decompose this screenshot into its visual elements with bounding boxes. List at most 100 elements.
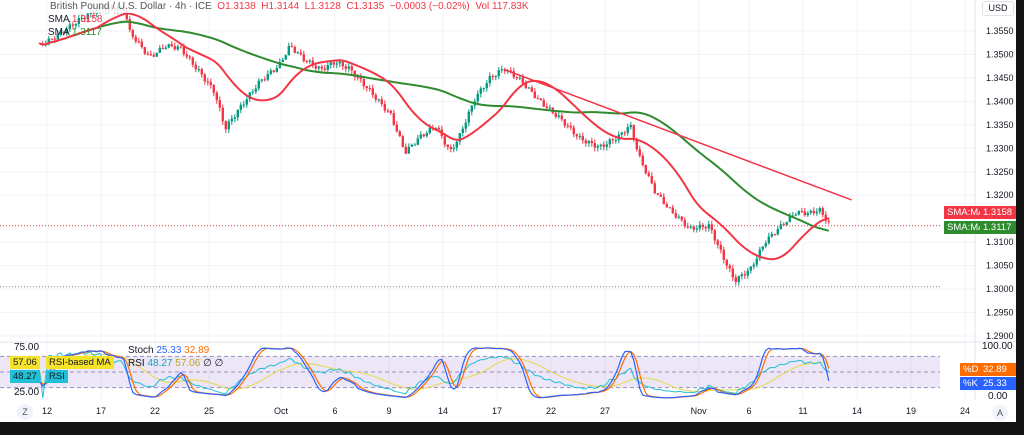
candle-body [572, 127, 575, 135]
candle-body [386, 110, 389, 112]
sma-slow-legend[interactable]: SMA 1.3117 [48, 27, 102, 39]
candle-body [650, 176, 653, 184]
candle-body [359, 76, 362, 80]
candle-body [512, 71, 515, 78]
candle-body [566, 125, 569, 127]
candle-body [683, 220, 686, 227]
candle-body [752, 264, 755, 267]
candle-body [356, 76, 359, 78]
rsi-legend[interactable]: RSI 48.27 57.06 ∅ ∅ [128, 358, 223, 370]
candle-body [488, 76, 491, 84]
right-tick-0: 0.00 [988, 391, 1008, 402]
candle-body [539, 98, 542, 101]
stoch-label: Stoch [128, 345, 154, 356]
candle-body [821, 208, 824, 215]
candle-body [569, 125, 572, 128]
candle-body [725, 259, 728, 266]
currency-label[interactable]: USD [982, 1, 1014, 16]
candle-body [770, 234, 773, 237]
candle-body [497, 70, 500, 77]
time-tick-label: 14 [438, 406, 448, 416]
zoom-reset-button[interactable]: Z [17, 404, 33, 420]
candle-body [467, 111, 470, 123]
high-value: H1.3144 [261, 1, 300, 12]
candle-body [743, 274, 746, 276]
candle-body [635, 139, 638, 150]
candle-body [320, 66, 323, 69]
candle-body [83, 18, 86, 20]
price-chart[interactable]: 1.3550 1.3500 1.3450 1.3400 1.3350 1.3300 1.32… [0, 0, 1016, 422]
candle-body [227, 121, 230, 130]
candle-body [299, 52, 302, 55]
candle-body [668, 207, 671, 209]
sma-fast-label: SMA [48, 14, 70, 25]
candle-body [233, 117, 236, 119]
rsi-badge-label: RSI [46, 370, 68, 383]
candle-body [398, 131, 401, 137]
candle-body [56, 34, 59, 40]
candle-body [656, 193, 659, 195]
candle-body [602, 144, 605, 147]
candle-body [815, 211, 818, 214]
candle-body [665, 204, 668, 208]
candle-body [788, 215, 791, 223]
candle-body [263, 79, 266, 81]
candle-body [152, 55, 155, 57]
stoch-k-badge-label: %K [960, 377, 981, 390]
sma-fast-value: 1.3158 [71, 14, 103, 25]
candle-body [269, 70, 272, 74]
candle-body [212, 85, 215, 93]
candle-body [401, 136, 404, 147]
candle-body [434, 127, 437, 129]
candle-body [695, 228, 698, 230]
candle-body [785, 222, 788, 226]
candle-body [425, 133, 428, 137]
candle-body [209, 81, 212, 86]
price-tick-label: 1.2900 [986, 331, 1014, 341]
candle-body [545, 106, 548, 109]
candle-body [806, 212, 809, 216]
candle-body [494, 76, 497, 78]
stoch-legend[interactable]: Stoch 25.33 32.89 [128, 345, 209, 357]
candle-body [794, 214, 797, 216]
left-tick-75: 75.00 [14, 342, 40, 353]
auto-scale-button[interactable]: A [992, 405, 1008, 421]
candle-body [314, 65, 317, 69]
candle-body [515, 77, 518, 79]
candle-body [293, 46, 296, 53]
candle-body [149, 54, 152, 56]
candle-body [809, 210, 812, 213]
time-tick-label: 11 [798, 406, 807, 416]
candle-body [272, 70, 275, 72]
candle-body [302, 54, 305, 62]
candle-body [377, 99, 380, 101]
candle-body [593, 143, 596, 148]
time-tick-label: 19 [906, 406, 916, 416]
candle-body [596, 146, 599, 148]
candle-body [575, 134, 578, 137]
chart-frame[interactable]: 1.3550 1.3500 1.3450 1.3400 1.3350 1.3300 1.32… [0, 0, 1016, 422]
sma-fast-badge-label: SMA:MA [944, 206, 988, 219]
candle-body [374, 94, 377, 100]
stoch-d-badge-value: 32.89 [980, 363, 1016, 376]
time-tick-label: 22 [546, 406, 556, 416]
sma-fast-badge-value: 1.3158 [980, 206, 1016, 219]
time-tick-label: 6 [746, 406, 751, 416]
candle-body [296, 52, 299, 54]
candle-body [257, 80, 260, 89]
candle-body [560, 115, 563, 120]
sma-slow-badge-label: SMA:MA [944, 221, 988, 234]
candle-body [737, 276, 740, 283]
candle-body [329, 62, 332, 65]
candle-body [80, 18, 83, 20]
stoch-k-badge-value: 25.33 [980, 377, 1016, 390]
candle-body [509, 70, 512, 72]
candle-body [812, 210, 815, 214]
candle-body [287, 46, 290, 56]
sma-fast-legend[interactable]: SMA 1.3158 [48, 14, 103, 26]
candle-body [155, 52, 158, 57]
candle-body [221, 107, 224, 122]
candle-body [455, 141, 458, 148]
candle-body [224, 121, 227, 130]
candle-body [185, 54, 188, 57]
